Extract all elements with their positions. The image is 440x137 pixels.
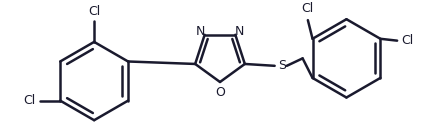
Text: S: S (279, 59, 286, 72)
Text: N: N (235, 25, 244, 38)
Text: Cl: Cl (302, 2, 314, 15)
Text: Cl: Cl (24, 94, 36, 107)
Text: O: O (215, 86, 225, 99)
Text: Cl: Cl (88, 5, 100, 18)
Text: Cl: Cl (401, 34, 413, 47)
Text: N: N (196, 25, 205, 38)
